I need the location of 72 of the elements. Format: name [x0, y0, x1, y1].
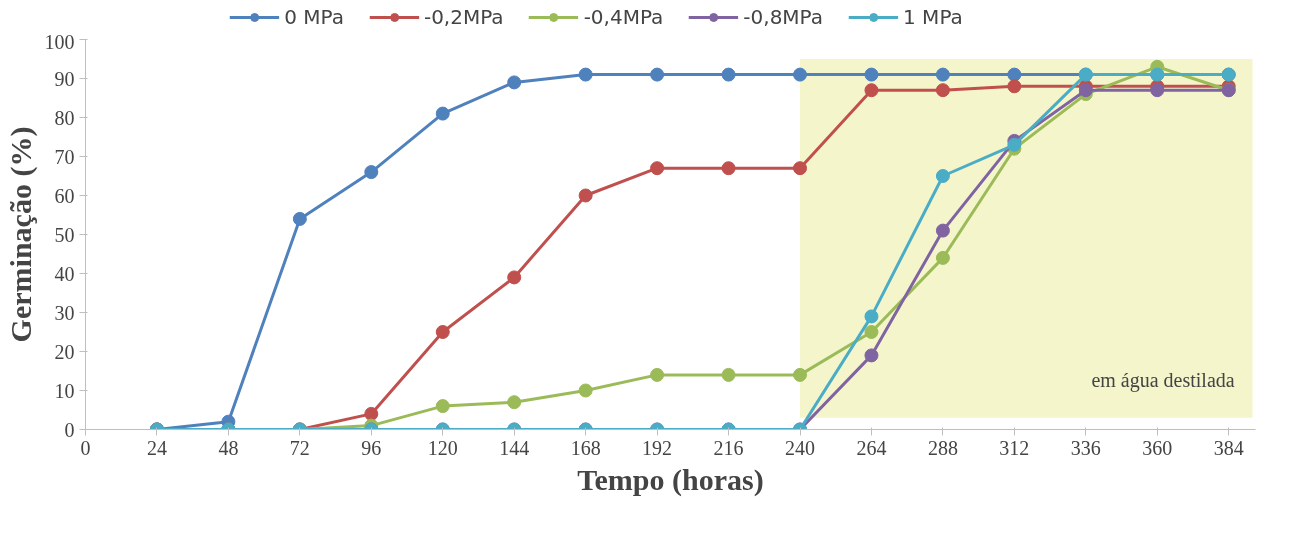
point — [507, 395, 522, 410]
point — [935, 250, 950, 265]
point — [578, 188, 593, 203]
y-tick-label: 30 — [54, 301, 75, 324]
x-tick-label: 312 — [999, 436, 1030, 459]
y-axis-title: Germinação (%) — [3, 126, 38, 343]
point — [935, 67, 950, 82]
point — [364, 406, 379, 421]
point — [1007, 137, 1022, 152]
x-tick-label: 144 — [499, 436, 530, 459]
legend-label: -0,8MPa — [743, 5, 824, 29]
point — [507, 75, 522, 90]
x-tick-label: 264 — [856, 436, 887, 459]
y-tick-label: 100 — [44, 30, 75, 53]
x-tick-label: 336 — [1070, 436, 1101, 459]
point — [935, 223, 950, 238]
point — [935, 169, 950, 183]
point — [435, 325, 450, 339]
y-tick-label: 50 — [54, 223, 75, 246]
y-tick-label: 20 — [54, 340, 75, 363]
x-tick-label: 240 — [785, 436, 815, 459]
legend-label: 1 MPa — [903, 5, 963, 29]
point — [435, 106, 450, 121]
y-tick-label: 70 — [54, 145, 75, 168]
y-tick-label: 60 — [54, 184, 75, 207]
point — [650, 67, 665, 82]
y-tick-label: 10 — [54, 379, 75, 402]
point — [364, 165, 379, 180]
point — [721, 367, 736, 382]
y-tick-label: 80 — [54, 106, 75, 129]
y-tick-label: 0 — [64, 418, 75, 441]
x-tick-label: 384 — [1213, 436, 1244, 459]
point — [793, 67, 807, 82]
x-tick-label: 360 — [1142, 436, 1173, 459]
x-tick-label: 216 — [713, 436, 744, 459]
point — [1007, 79, 1022, 94]
x-tick-label: 72 — [289, 436, 310, 459]
point — [935, 83, 950, 98]
x-tick-label: 192 — [642, 436, 673, 459]
point — [578, 67, 593, 82]
point — [721, 67, 736, 82]
point — [650, 161, 665, 176]
point — [292, 211, 307, 226]
point — [864, 309, 879, 324]
band-label: em água destilada — [1091, 368, 1235, 392]
point — [1007, 67, 1022, 82]
point — [864, 83, 879, 98]
point — [650, 367, 665, 382]
x-tick-label: 288 — [927, 436, 958, 459]
y-tick-label: 40 — [54, 262, 75, 285]
x-tick-label: 0 — [80, 436, 91, 459]
point — [578, 383, 593, 398]
point — [793, 367, 807, 382]
x-axis-title: Tempo (horas) — [577, 462, 764, 497]
y-tick-label: 90 — [54, 67, 75, 90]
point — [793, 161, 807, 176]
point — [507, 270, 522, 285]
legend-label: 0 MPa — [284, 5, 344, 29]
x-tick-label: 48 — [218, 436, 239, 459]
point — [864, 348, 879, 363]
x-tick-label: 24 — [146, 436, 167, 459]
x-tick-label: 120 — [427, 436, 458, 459]
legend-label: -0,2MPa — [423, 5, 504, 29]
x-tick-label: 168 — [570, 436, 601, 459]
point — [1150, 83, 1165, 98]
point — [721, 161, 736, 176]
point — [864, 67, 879, 82]
point — [435, 399, 450, 414]
point — [1078, 83, 1093, 98]
x-tick-label: 96 — [361, 436, 382, 459]
point — [864, 325, 879, 339]
legend-label: -0,4MPa — [583, 5, 664, 29]
